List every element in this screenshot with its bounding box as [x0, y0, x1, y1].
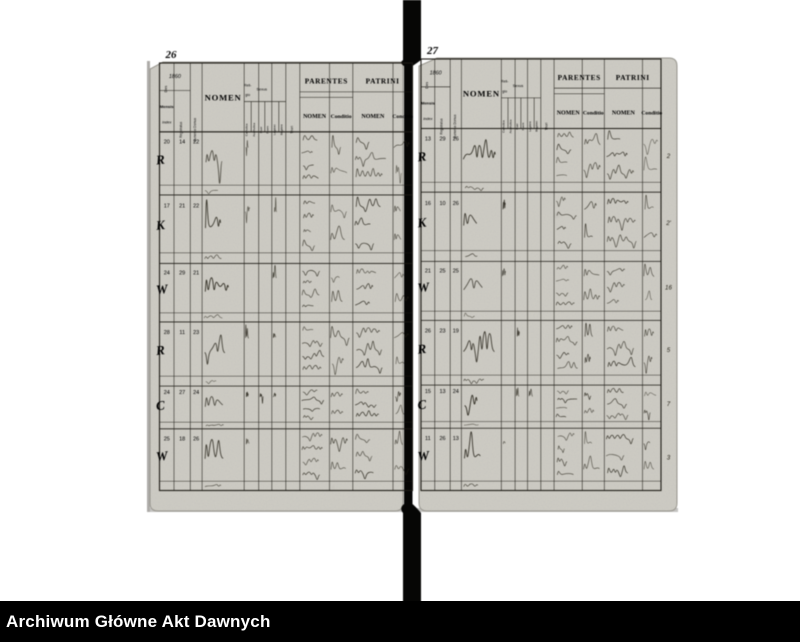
- svg-text:27: 27: [179, 390, 185, 396]
- svg-text:Conditio: Conditio: [392, 114, 413, 120]
- svg-text:13: 13: [425, 136, 431, 142]
- svg-text:26: 26: [165, 49, 178, 61]
- svg-text:5: 5: [667, 347, 671, 354]
- svg-text:10: 10: [439, 201, 445, 207]
- svg-text:gio: gio: [502, 89, 507, 93]
- svg-text:NOMEN: NOMEN: [303, 114, 327, 120]
- svg-text:27: 27: [426, 45, 439, 57]
- svg-text:28: 28: [164, 330, 170, 336]
- svg-text:26: 26: [425, 328, 431, 334]
- svg-text:26: 26: [453, 201, 459, 207]
- svg-text:Thori: Thori: [290, 126, 294, 134]
- svg-text:13: 13: [453, 436, 459, 442]
- svg-text:PARENTES: PARENTES: [305, 77, 348, 86]
- svg-text:14: 14: [179, 140, 185, 146]
- svg-text:Acatholica: Acatholica: [252, 123, 256, 137]
- svg-text:Catholica: Catholica: [502, 120, 506, 133]
- svg-text:18: 18: [179, 436, 185, 442]
- svg-text:2: 2: [666, 153, 671, 160]
- svg-text:NOMEN: NOMEN: [612, 111, 636, 117]
- svg-text:24: 24: [193, 390, 199, 396]
- svg-text:16: 16: [425, 201, 431, 207]
- svg-text:26: 26: [453, 136, 459, 142]
- svg-text:Illegitimi: Illegitimi: [535, 121, 539, 132]
- svg-text:22: 22: [193, 204, 199, 210]
- svg-text:24: 24: [453, 389, 459, 395]
- svg-text:Registratus: Registratus: [440, 118, 444, 135]
- svg-text:NOMEN: NOMEN: [205, 92, 242, 102]
- svg-text:PATRINI: PATRINI: [366, 77, 400, 86]
- svg-text:R: R: [416, 341, 428, 357]
- svg-text:13: 13: [439, 389, 445, 395]
- svg-text:Dies: Dies: [164, 85, 168, 92]
- svg-text:Numerus Domus: Numerus Domus: [193, 117, 197, 141]
- svg-text:Acatholica: Acatholica: [509, 119, 513, 133]
- svg-text:Legitimi: Legitimi: [272, 124, 276, 135]
- svg-text:NOMEN: NOMEN: [557, 111, 581, 117]
- svg-text:15: 15: [425, 389, 431, 395]
- svg-text:Mensis: Mensis: [160, 104, 174, 109]
- svg-text:Sexus: Sexus: [513, 84, 524, 88]
- svg-text:26: 26: [439, 436, 445, 442]
- svg-text:Sexus: Sexus: [257, 88, 268, 92]
- svg-text:Foem: Foem: [265, 125, 269, 133]
- svg-text:R: R: [154, 342, 166, 358]
- svg-text:25: 25: [439, 268, 445, 274]
- svg-text:Mensis: Mensis: [421, 100, 435, 105]
- svg-text:Dies: Dies: [425, 82, 429, 89]
- svg-text:7: 7: [667, 401, 671, 408]
- svg-text:24: 24: [164, 270, 170, 276]
- svg-text:NOMEN: NOMEN: [463, 89, 500, 99]
- svg-text:1860: 1860: [430, 70, 442, 76]
- svg-text:Foem: Foem: [521, 122, 525, 130]
- svg-text:17: 17: [164, 204, 170, 210]
- svg-text:R: R: [416, 149, 428, 165]
- svg-text:29: 29: [439, 136, 445, 142]
- svg-text:Numerus Domus: Numerus Domus: [453, 114, 457, 138]
- svg-text:29: 29: [179, 270, 185, 276]
- svg-text:gio: gio: [245, 93, 250, 97]
- svg-text:24: 24: [164, 390, 170, 396]
- svg-text:21: 21: [179, 204, 185, 210]
- svg-text:Illegitimi: Illegitimi: [279, 124, 283, 135]
- svg-text:NOMEN: NOMEN: [361, 114, 385, 120]
- svg-text:23: 23: [439, 328, 445, 334]
- svg-text:R: R: [154, 152, 166, 168]
- svg-text:Index: Index: [423, 117, 433, 121]
- svg-text:Legitimi: Legitimi: [528, 121, 532, 132]
- svg-text:Index: Index: [162, 121, 172, 125]
- svg-text:Conditio: Conditio: [641, 111, 662, 117]
- svg-text:21: 21: [425, 268, 431, 274]
- svg-text:PATRINI: PATRINI: [616, 73, 650, 82]
- svg-text:11: 11: [179, 330, 185, 336]
- svg-text:11: 11: [425, 436, 431, 442]
- svg-text:Reli-: Reli-: [501, 80, 509, 84]
- svg-text:Reli-: Reli-: [244, 83, 252, 87]
- svg-text:3: 3: [667, 454, 671, 461]
- svg-text:1860: 1860: [169, 74, 181, 80]
- svg-text:20: 20: [164, 140, 170, 146]
- svg-text:23: 23: [193, 330, 199, 336]
- svg-text:Conditio: Conditio: [331, 114, 352, 120]
- svg-text:21: 21: [193, 270, 199, 276]
- svg-text:19: 19: [453, 328, 459, 334]
- svg-text:16: 16: [665, 284, 672, 291]
- svg-text:26: 26: [193, 436, 199, 442]
- svg-text:2': 2': [665, 220, 671, 227]
- svg-text:25: 25: [164, 436, 170, 442]
- svg-text:Thori: Thori: [545, 122, 549, 130]
- svg-text:Registratus: Registratus: [179, 121, 183, 138]
- svg-text:Conditio: Conditio: [583, 111, 604, 117]
- svg-text:25: 25: [453, 268, 459, 274]
- svg-text:PARENTES: PARENTES: [558, 73, 601, 82]
- svg-text:22: 22: [193, 140, 199, 146]
- svg-text:Catholica: Catholica: [245, 123, 249, 136]
